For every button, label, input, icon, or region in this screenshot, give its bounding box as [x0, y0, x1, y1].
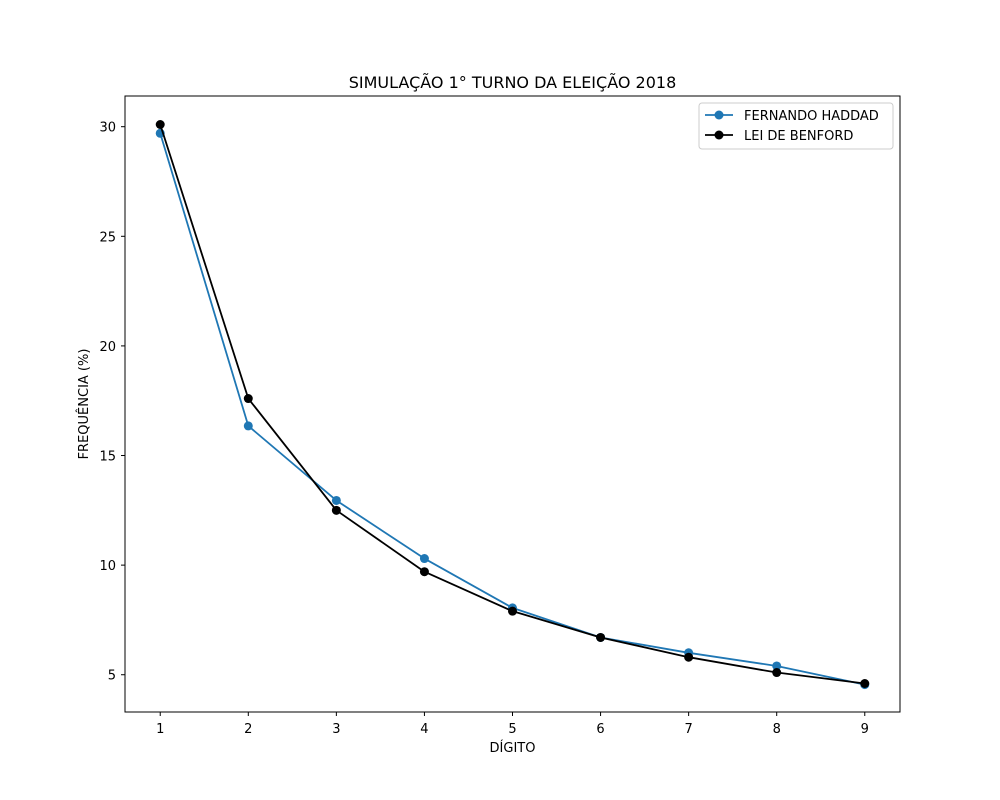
legend-label: LEI DE BENFORD — [744, 129, 853, 144]
series-point — [243, 421, 253, 431]
x-axis: 1 2 3 4 5 6 7 8 9 — [156, 712, 869, 737]
y-tick-label: 15 — [99, 450, 116, 465]
y-tick-label: 30 — [99, 121, 116, 136]
y-tick-label: 20 — [99, 340, 116, 355]
series-point — [419, 554, 429, 564]
series-point — [508, 606, 517, 616]
legend-label: FERNANDO HADDAD — [744, 109, 879, 124]
x-tick-label: 3 — [332, 722, 340, 737]
series-point — [684, 652, 694, 662]
x-tick-label: 4 — [420, 722, 428, 737]
series-point — [772, 661, 782, 671]
y-axis-label: FREQUÊNCIA (%) — [76, 349, 92, 460]
x-axis-label: DÍGITO — [490, 740, 536, 756]
y-tick-label: 10 — [99, 559, 116, 574]
series-point — [772, 668, 782, 678]
x-tick-label: 9 — [861, 722, 869, 737]
series-point — [331, 505, 341, 515]
series-point — [155, 119, 165, 129]
x-tick-label: 7 — [684, 722, 692, 737]
series-point — [596, 632, 606, 642]
y-tick-label: 25 — [99, 230, 116, 245]
legend-marker — [714, 130, 724, 140]
series-point — [419, 567, 429, 577]
x-tick-label: 2 — [244, 722, 252, 737]
x-tick-label: 8 — [773, 722, 781, 737]
legend: FERNANDO HADDAD LEI DE BENFORD — [698, 102, 894, 150]
x-tick-label: 6 — [596, 722, 604, 737]
y-tick-label: 5 — [108, 669, 116, 684]
y-axis: 5 10 15 20 25 30 — [99, 121, 125, 684]
chart-title: SIMULAÇÃO 1° TURNO DA ELEIÇÃO 2018 — [349, 73, 677, 92]
series-layer — [155, 119, 870, 690]
legend-box — [698, 102, 894, 150]
legend-marker — [714, 110, 724, 120]
series-point — [243, 394, 253, 404]
series-point — [331, 495, 341, 505]
x-tick-label: 1 — [156, 722, 164, 737]
x-tick-label: 5 — [508, 722, 516, 737]
series-point — [860, 679, 870, 689]
